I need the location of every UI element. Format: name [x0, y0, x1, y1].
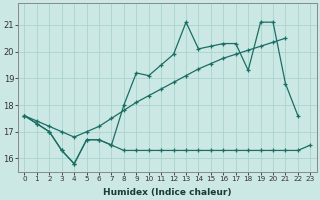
X-axis label: Humidex (Indice chaleur): Humidex (Indice chaleur) — [103, 188, 232, 197]
